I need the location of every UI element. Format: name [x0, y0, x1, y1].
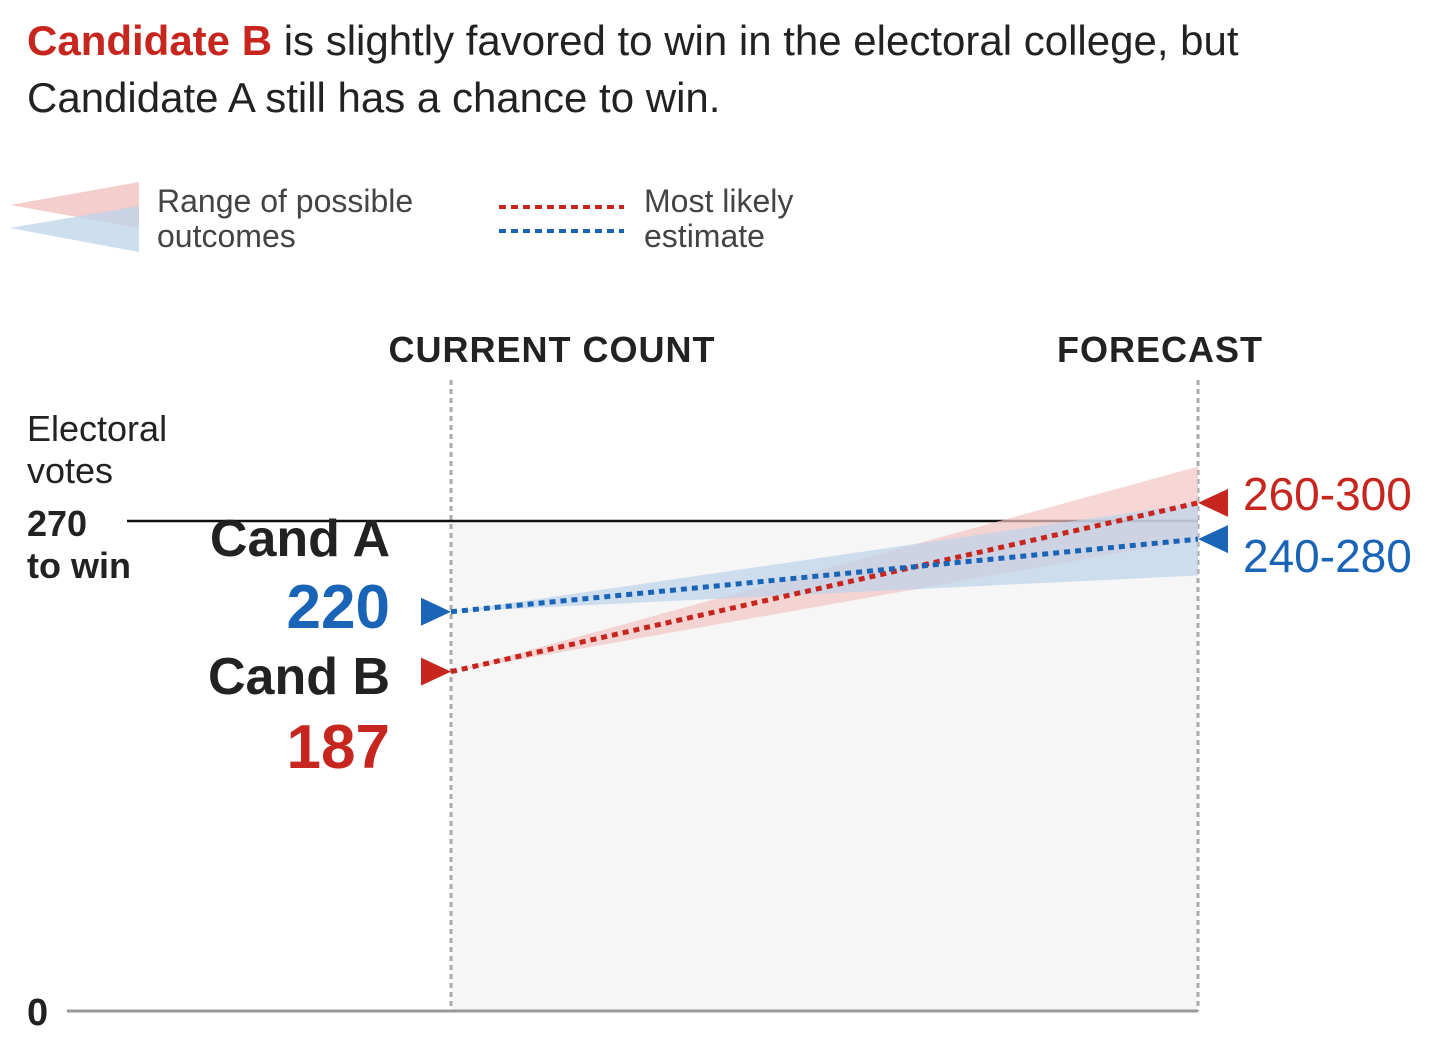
y-tick-270: 270 [27, 503, 87, 544]
forecast-marker-a [1198, 525, 1228, 554]
y-axis-label-1: Electoral [27, 408, 167, 449]
legend-estimate-label-1: Most likely [644, 183, 793, 219]
forecast-label-a: 240-280 [1243, 530, 1412, 582]
column-header-current: CURRENT COUNT [389, 329, 716, 370]
forecast-label-b: 260-300 [1243, 468, 1412, 520]
current-marker-a [421, 597, 451, 626]
legend-estimate-label-2: estimate [644, 218, 765, 254]
headline-text: is slightly favored to win in the electo… [27, 17, 1239, 121]
legend-range-label-2: outcomes [157, 218, 296, 254]
current-value-b: 187 [287, 713, 390, 782]
headline: Candidate B is slightly favored to win i… [27, 12, 1407, 126]
current-marker-b [421, 657, 451, 686]
current-value-a: 220 [287, 573, 390, 642]
y-tick-270-sub: to win [27, 545, 131, 586]
range-band-a [451, 502, 1198, 612]
candidate-name-a: Cand A [210, 510, 390, 568]
column-header-forecast: FORECAST [1057, 329, 1263, 370]
legend-range-a-swatch [10, 206, 139, 252]
y-axis-label-2: votes [27, 450, 113, 491]
estimate-line-b [450, 500, 1199, 675]
forecast-marker-b [1198, 488, 1228, 517]
y-tick-0: 0 [27, 992, 48, 1034]
legend: Range of possible outcomes Most likely e… [10, 182, 793, 254]
headline-highlight: Candidate B [27, 17, 273, 64]
legend-range-label-1: Range of possible [157, 183, 413, 219]
estimate-line-a [450, 536, 1199, 615]
candidate-name-b: Cand B [208, 648, 390, 706]
